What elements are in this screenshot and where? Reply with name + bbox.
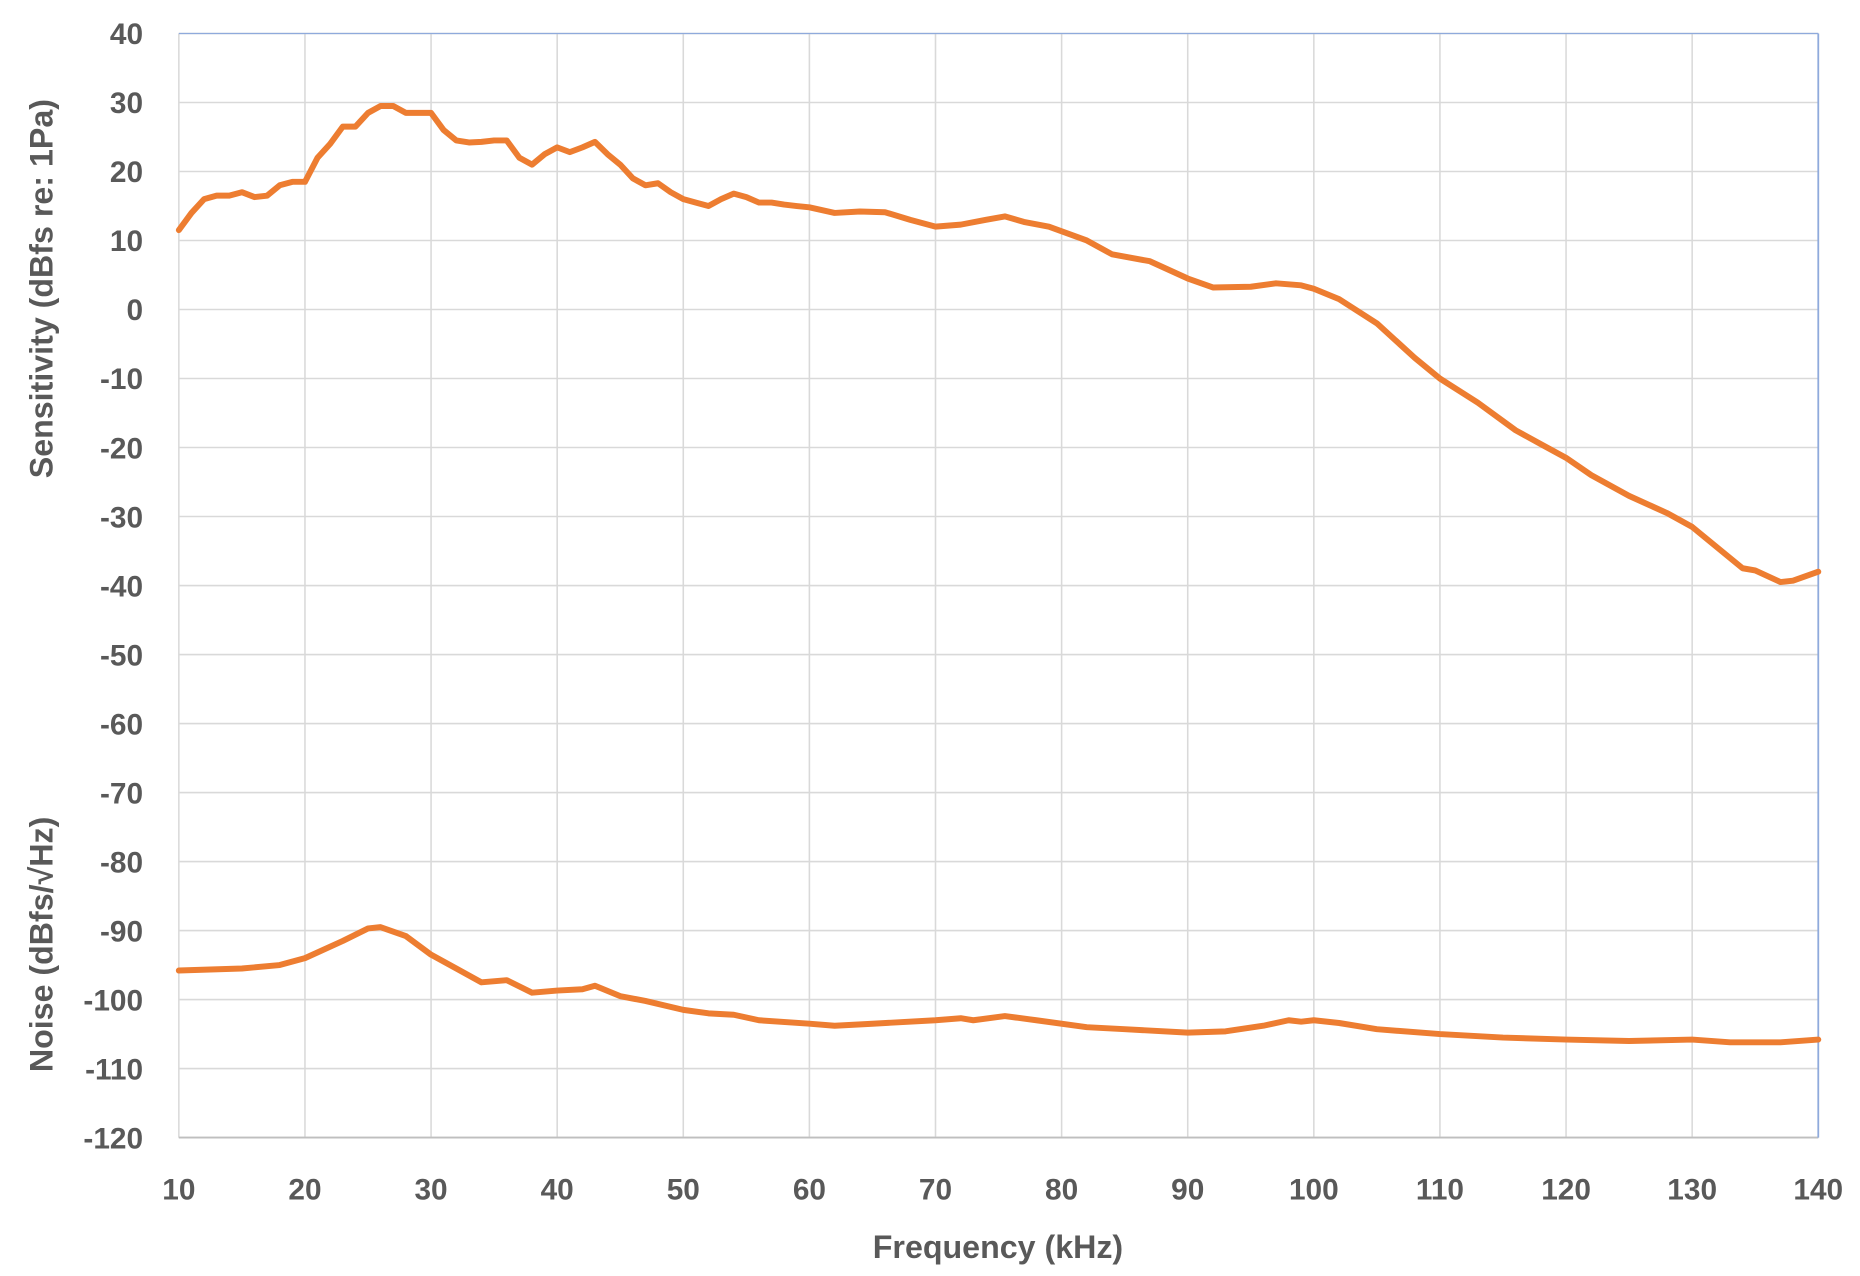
x-tick-label: 70: [919, 1174, 952, 1207]
y-tick-label: 0: [126, 294, 143, 327]
y-tick-label: -70: [100, 777, 143, 810]
x-tick-label: 20: [288, 1174, 321, 1207]
y-tick-label: -50: [100, 639, 143, 672]
y-tick-label: -90: [100, 915, 143, 948]
x-tick-label: 80: [1045, 1174, 1078, 1207]
y-tick-label: -40: [100, 570, 143, 603]
y-axis-title-noise: Noise (dBfs/√Hz): [23, 817, 59, 1073]
x-tick-label: 40: [541, 1174, 574, 1207]
y-tick-labels: 40 30 20 10 0 -10 -20 -30 -40 -50 -60 -70 -80 -90 -100…: [83, 18, 143, 1155]
y-tick-label: -20: [100, 432, 143, 465]
y-tick-label: 10: [110, 225, 143, 258]
grid: [178, 32, 1820, 1139]
x-tick-label: 50: [667, 1174, 700, 1207]
y-tick-label: 30: [110, 87, 143, 120]
x-tick-label: 60: [793, 1174, 826, 1207]
x-tick-labels: 10 20 30 40 50 60 70 80 90 100 110 120 130 140: [162, 1174, 1843, 1207]
y-tick-label: -120: [83, 1122, 143, 1155]
x-tick-label: 110: [1416, 1174, 1464, 1207]
y-tick-label: -100: [83, 984, 143, 1017]
x-tick-label: 120: [1541, 1174, 1591, 1207]
y-tick-label: -10: [100, 363, 143, 396]
x-tick-label: 30: [414, 1174, 447, 1207]
series-lines: [175, 103, 1822, 1046]
y-tick-label: -30: [100, 501, 143, 534]
x-axis-title: Frequency (kHz): [873, 1229, 1123, 1265]
x-tick-label: 90: [1171, 1174, 1204, 1207]
x-tick-label: 130: [1667, 1174, 1717, 1207]
y-tick-label: -110: [85, 1053, 143, 1086]
y-axis-title-sensitivity: Sensitivity (dBfs re: 1Pa): [23, 99, 59, 478]
x-tick-label: 140: [1793, 1174, 1843, 1207]
x-tick-label: 100: [1289, 1174, 1339, 1207]
x-tick-label: 10: [162, 1174, 195, 1207]
noise-line: [175, 924, 1822, 1046]
y-tick-label: 40: [110, 18, 143, 51]
y-tick-label: 20: [110, 156, 143, 189]
sensitivity-line: [175, 103, 1822, 586]
y-tick-label: -80: [100, 846, 143, 879]
y-tick-label: -60: [100, 708, 143, 741]
